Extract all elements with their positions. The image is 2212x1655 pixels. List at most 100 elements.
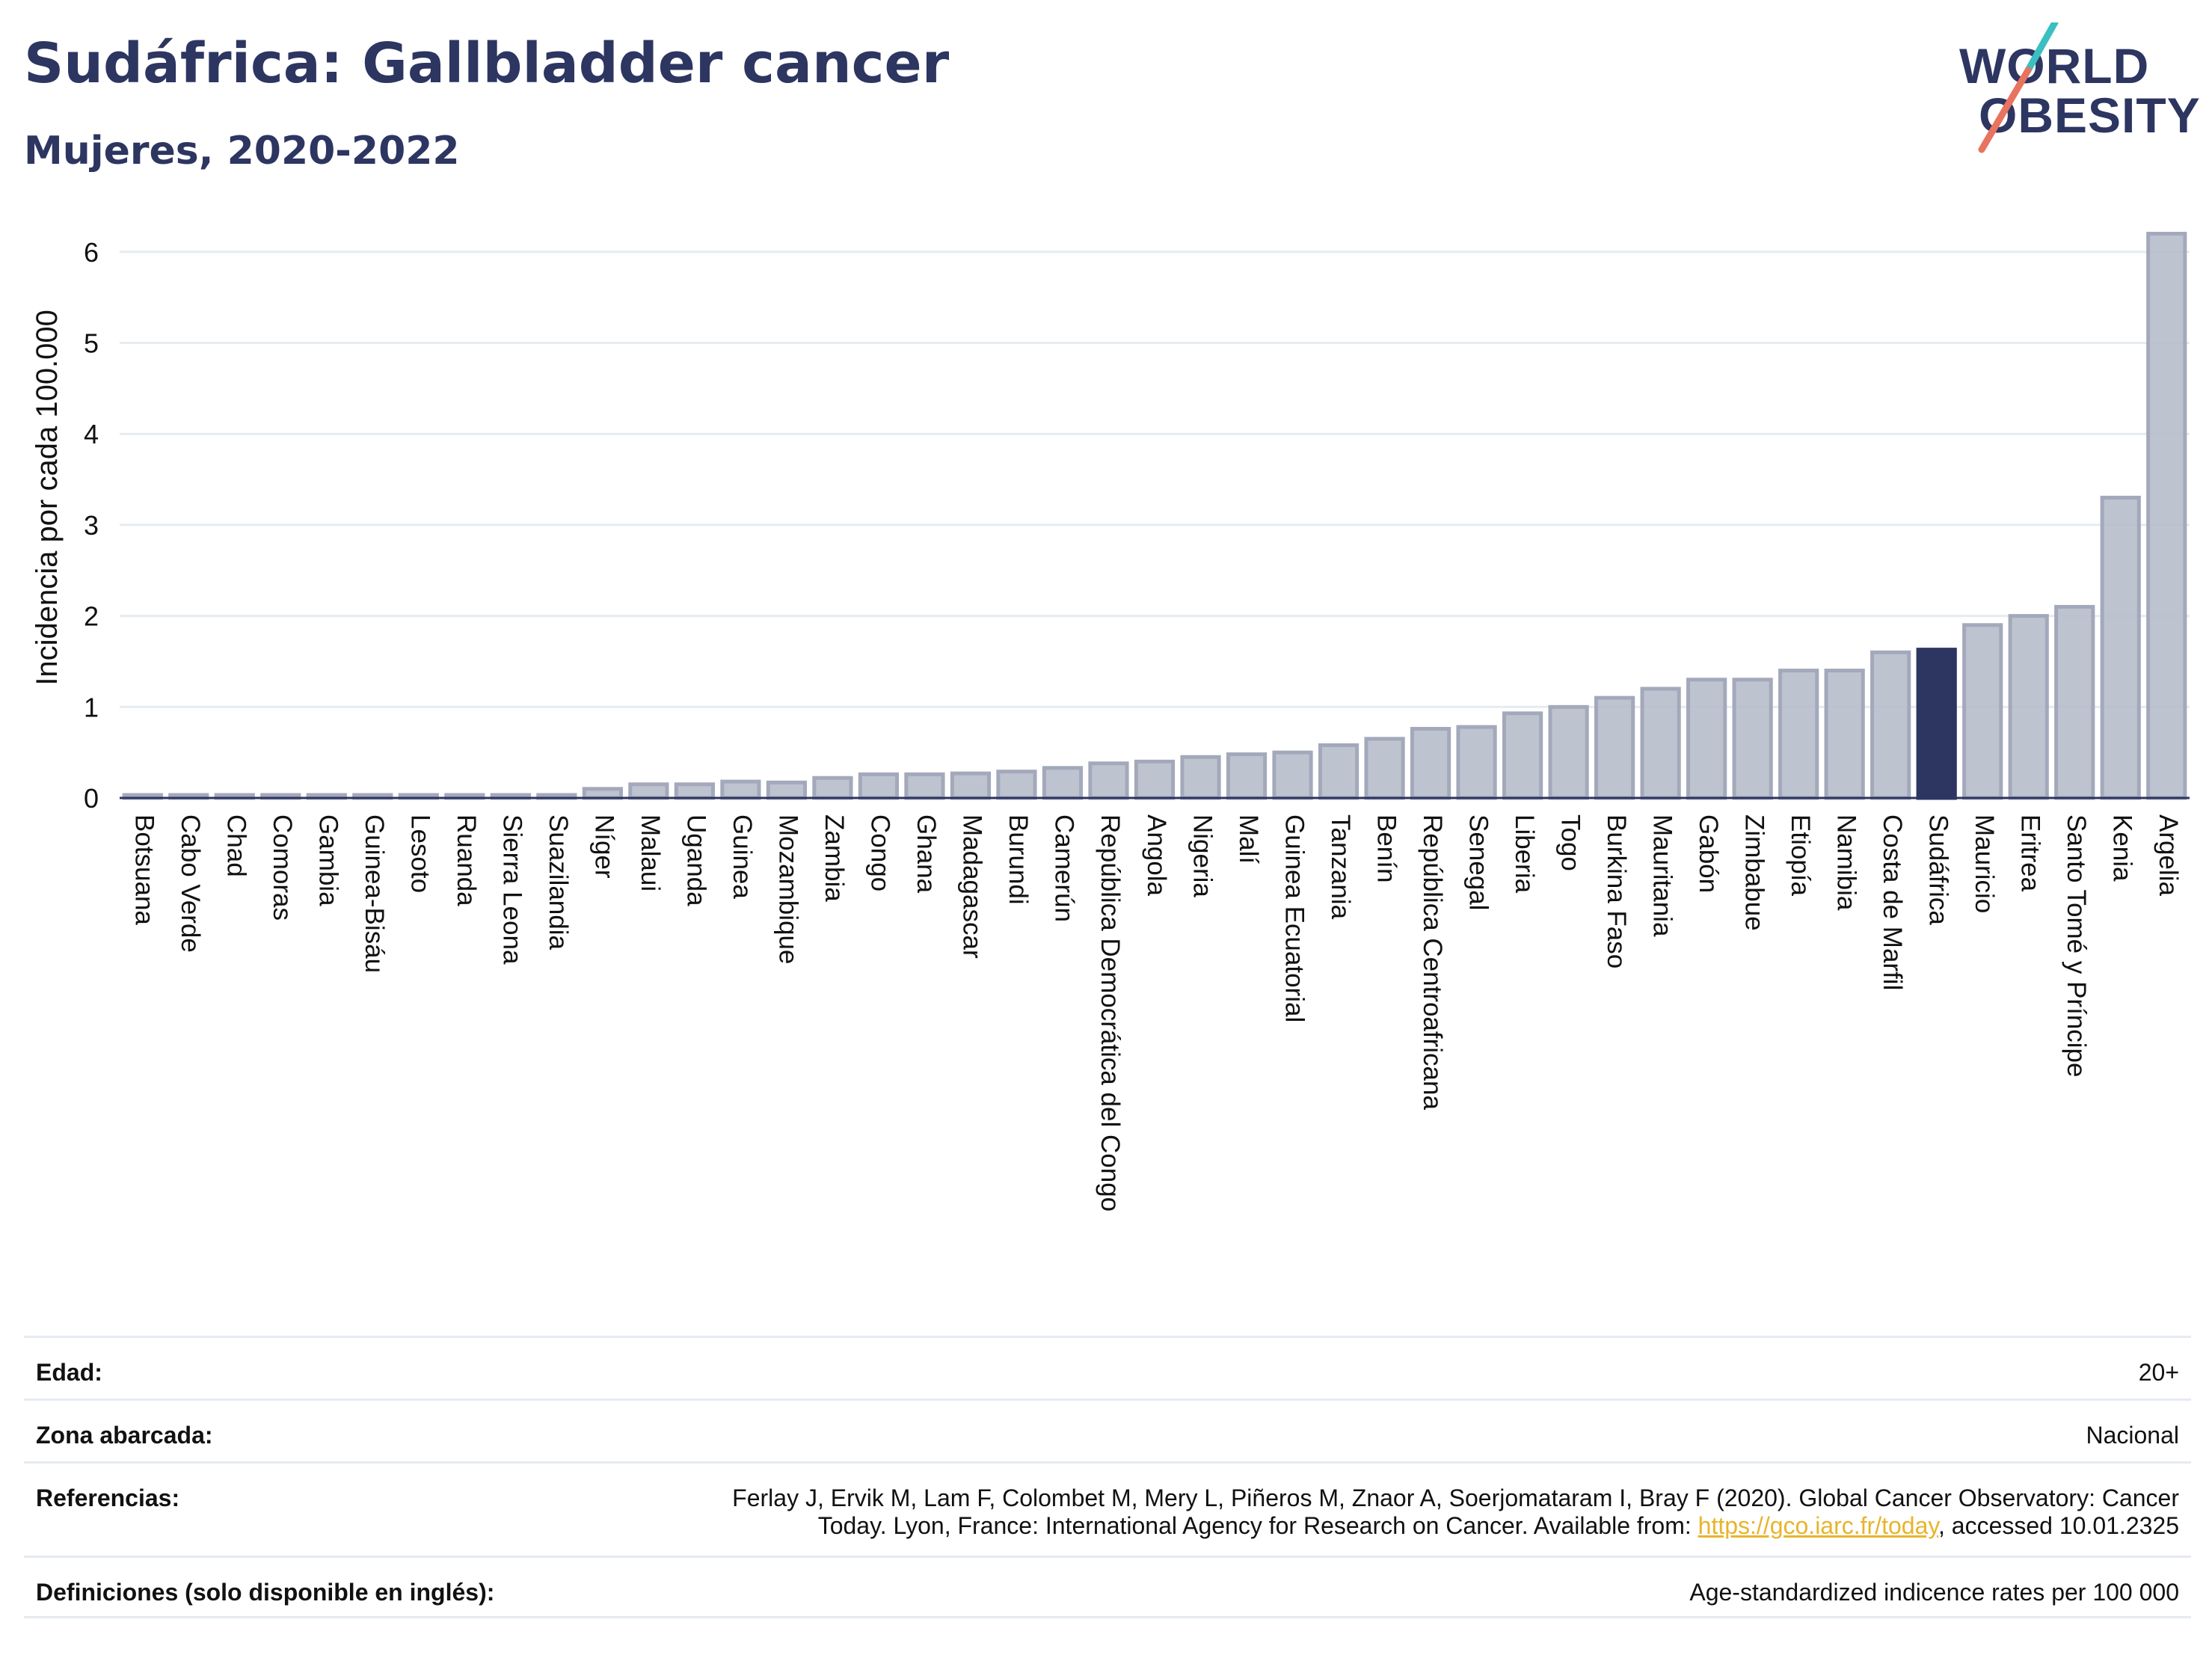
x-tick-label: Mauritania [1647,814,1677,937]
bar [582,787,623,800]
x-tick-label: Santo Tomé y Príncipe [2062,814,2091,1078]
x-tick-label: Nigeria [1188,814,1217,897]
bar [1916,648,1957,800]
bar [1456,725,1497,800]
x-tick-label: Burkina Faso [1602,814,1631,968]
bar-chart: 0 1 2 3 4 5 6 Incidencia por cada 100.000 Botsua… [31,231,2190,1212]
meta-row-age: Edad: 20+ [24,1336,2191,1398]
bar [1502,711,1543,800]
bar [996,770,1037,800]
x-tick-label: Zambia [820,814,849,902]
bar [1640,687,1681,800]
y-tick-label: 2 [84,601,99,632]
references-text-3: , accessed 10.01.2325 [1938,1512,2179,1539]
x-tick-label: Mauricio [1970,814,1999,913]
bar [1042,766,1084,800]
age-value: 20+ [2138,1359,2179,1386]
bar [812,776,853,800]
x-tick-label: Guinea [728,814,757,899]
x-tick-label: Sudáfrica [1923,814,1953,925]
x-tick-label: Ruanda [452,814,481,906]
x-tick-label: República Democrática del Congo [1096,814,1125,1212]
bar [1318,743,1360,800]
definitions-label: Definiciones (solo disponible en inglés)… [36,1579,495,1606]
logo-line-1: WORLD [1959,38,2150,93]
bar [1548,704,1589,800]
bar [2008,614,2049,800]
bar [1594,696,1635,800]
meta-row-definitions: Definiciones (solo disponible en inglés)… [24,1556,2191,1618]
x-tick-label: Camerún [1050,814,1079,922]
y-tick-label: 5 [84,328,99,359]
metadata-table: Edad: 20+ Zona abarcada: Nacional Refere… [24,1336,2191,1618]
x-tick-label: Guinea Ecuatorial [1279,814,1309,1022]
zone-label: Zona abarcada: [36,1422,213,1449]
bar [766,780,808,800]
x-tick-label: Malaui [636,814,665,891]
x-tick-label: Mozambique [774,814,803,964]
x-tick-label: Kenia [2107,814,2136,882]
references-value: Ferlay J, Ervik M, Lam F, Colombet M, Me… [732,1484,2179,1540]
bar [1272,750,1313,800]
x-tick-label: Benín [1371,814,1401,882]
x-tick-label: Malí [1234,814,1263,864]
x-tick-label: Sierra Leona [498,814,527,965]
references-link[interactable]: https://gco.iarc.fr/today [1698,1512,1938,1539]
x-tick-label: Costa de Marfil [1878,814,1907,990]
references-text-2: Today. Lyon, France: International Agenc… [817,1512,1698,1539]
meta-row-zone: Zona abarcada: Nacional [24,1398,2191,1461]
bar [1226,752,1268,800]
x-tick-label: Cabo Verde [176,814,205,953]
x-tick-label: Congo [866,814,895,891]
x-tick-label: Uganda [682,814,711,906]
x-tick-label: Comoras [268,814,297,921]
references-label: Referencias: [36,1484,180,1511]
bar [2054,604,2095,800]
x-tick-label: República Centroafricana [1418,814,1447,1110]
x-tick-label: Gambia [314,814,343,906]
bar [904,772,945,800]
x-tick-label: Senegal [1463,814,1493,910]
zone-value: Nacional [2086,1422,2179,1449]
y-tick-label: 1 [84,692,99,722]
bar [1732,678,1773,800]
x-tick-label: Angola [1142,814,1171,897]
bar [720,779,761,800]
x-tick-label: Botsuana [130,814,159,925]
bar [1410,727,1451,800]
x-tick-label: Argelia [2154,814,2183,896]
x-tick-label: Níger [590,814,619,879]
x-tick-label: Togo [1555,814,1585,871]
x-tick-label: Ghana [912,814,941,894]
page-subtitle: Mujeres, 2020-2022 [24,129,460,174]
y-tick-label: 4 [84,419,99,449]
y-tick-label: 0 [84,783,99,814]
x-tick-label: Burundi [1004,814,1033,905]
bar [950,771,992,800]
bar [1962,623,2003,800]
x-tick-label: Liberia [1510,814,1539,894]
y-tick-label: 6 [84,237,99,268]
bar [1870,650,1911,800]
bar [628,782,669,800]
x-tick-label: Gabón [1694,814,1723,893]
references-text-1: Ferlay J, Ervik M, Lam F, Colombet M, Me… [732,1484,2179,1511]
y-axis-title: Incidencia por cada 100.000 [31,310,64,686]
x-tick-label: Eritrea [2015,814,2044,892]
y-tick-label: 3 [84,510,99,541]
x-tick-label: Guinea-Bisáu [360,814,389,973]
bar [1134,759,1176,800]
bar [858,772,900,800]
page-title: Sudáfrica: Gallbladder cancer [24,31,950,96]
bar [1364,737,1405,800]
x-tick-label: Suazilandia [544,814,573,950]
x-tick-label: Chad [222,814,251,877]
x-tick-label: Madagascar [958,814,987,959]
bar [1824,669,1865,800]
age-label: Edad: [36,1359,102,1386]
bar [674,782,715,800]
bar [2100,495,2141,800]
x-tick-label: Namibia [1831,814,1861,911]
bar [1088,761,1129,800]
x-tick-label: Zimbabue [1739,814,1769,931]
